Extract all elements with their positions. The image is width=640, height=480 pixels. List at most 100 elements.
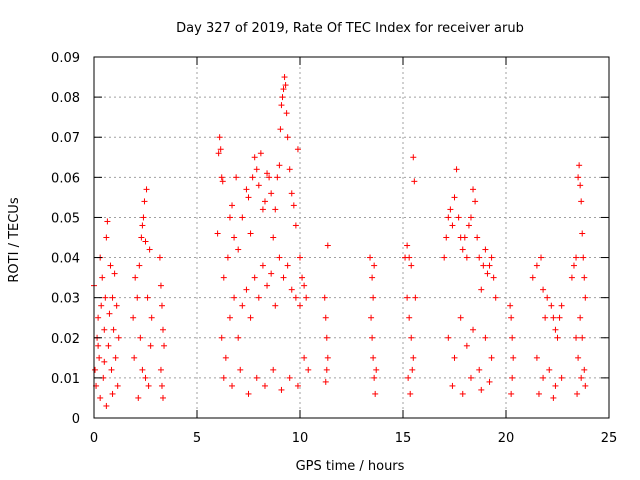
- data-point: [472, 198, 479, 205]
- data-point: [509, 374, 516, 381]
- data-point: [286, 374, 293, 381]
- data-point: [370, 354, 377, 361]
- x-tick-label: 20: [498, 431, 515, 446]
- plot-frame: [93, 56, 610, 419]
- data-point: [445, 214, 452, 221]
- data-point: [371, 262, 378, 269]
- data-point: [95, 342, 102, 349]
- data-point: [283, 110, 290, 117]
- data-point: [276, 162, 283, 169]
- data-point: [101, 358, 108, 365]
- data-point: [145, 382, 152, 389]
- data-point: [136, 262, 143, 269]
- data-point: [578, 198, 585, 205]
- data-point: [575, 174, 582, 181]
- data-point: [478, 286, 485, 293]
- data-point: [467, 214, 474, 221]
- data-point: [259, 206, 266, 213]
- data-point: [411, 178, 418, 185]
- data-point: [220, 274, 227, 281]
- data-point: [218, 174, 225, 181]
- data-point: [215, 150, 222, 157]
- data-point: [570, 262, 577, 269]
- y-tick-label: 0.05: [51, 211, 80, 226]
- data-point: [161, 342, 168, 349]
- data-point: [114, 382, 121, 389]
- data-point: [371, 374, 378, 381]
- data-point: [482, 246, 489, 253]
- data-point: [98, 302, 105, 309]
- data-point: [231, 234, 238, 241]
- data-point: [573, 334, 580, 341]
- data-point: [249, 174, 256, 181]
- data-point: [224, 254, 231, 261]
- data-point: [449, 222, 456, 229]
- data-point: [568, 274, 575, 281]
- data-point: [457, 314, 464, 321]
- data-point: [141, 198, 148, 205]
- y-tick-label: 0.09: [51, 51, 80, 66]
- data-point: [229, 382, 236, 389]
- data-point: [451, 354, 458, 361]
- y-tick-label: 0.03: [51, 292, 80, 307]
- data-point: [324, 242, 331, 249]
- data-point: [142, 238, 149, 245]
- data-point: [132, 274, 139, 281]
- data-point: [216, 134, 223, 141]
- data-point: [463, 342, 470, 349]
- data-point: [407, 390, 414, 397]
- data-point: [245, 194, 252, 201]
- data-point: [142, 374, 149, 381]
- data-point: [294, 382, 301, 389]
- data-point: [158, 302, 165, 309]
- data-point: [268, 270, 275, 277]
- data-point: [373, 366, 380, 373]
- data-point: [103, 402, 110, 409]
- data-point: [147, 342, 154, 349]
- data-point: [284, 262, 291, 269]
- data-point: [294, 146, 301, 153]
- data-point: [281, 74, 288, 81]
- data-point: [510, 354, 517, 361]
- data-point: [140, 214, 147, 221]
- data-point: [272, 206, 279, 213]
- data-point: [465, 222, 472, 229]
- data-point: [277, 126, 284, 133]
- data-point: [290, 202, 297, 209]
- data-point: [322, 378, 329, 385]
- data-point: [235, 246, 242, 253]
- data-point: [247, 314, 254, 321]
- data-point: [259, 262, 266, 269]
- data-point: [538, 254, 545, 261]
- data-point: [484, 270, 491, 277]
- data-point: [486, 262, 493, 269]
- data-point: [470, 326, 477, 333]
- data-point: [367, 254, 374, 261]
- data-point: [110, 326, 117, 333]
- data-point: [106, 310, 113, 317]
- data-point: [480, 262, 487, 269]
- data-point: [582, 382, 589, 389]
- data-point: [408, 262, 415, 269]
- data-point: [139, 366, 146, 373]
- data-point: [406, 254, 413, 261]
- data-point: [222, 354, 229, 361]
- data-point: [108, 366, 115, 373]
- data-point: [105, 342, 112, 349]
- data-point: [235, 334, 242, 341]
- data-point: [455, 214, 462, 221]
- data-point: [292, 222, 299, 229]
- data-point: [474, 234, 481, 241]
- data-point: [274, 174, 281, 181]
- data-point: [272, 302, 279, 309]
- y-tick-label: 0.02: [51, 332, 80, 347]
- data-point: [146, 246, 153, 253]
- data-point: [109, 294, 116, 301]
- data-point: [280, 86, 287, 93]
- data-point: [278, 102, 285, 109]
- data-point: [144, 294, 151, 301]
- data-point: [558, 302, 565, 309]
- data-point: [577, 314, 584, 321]
